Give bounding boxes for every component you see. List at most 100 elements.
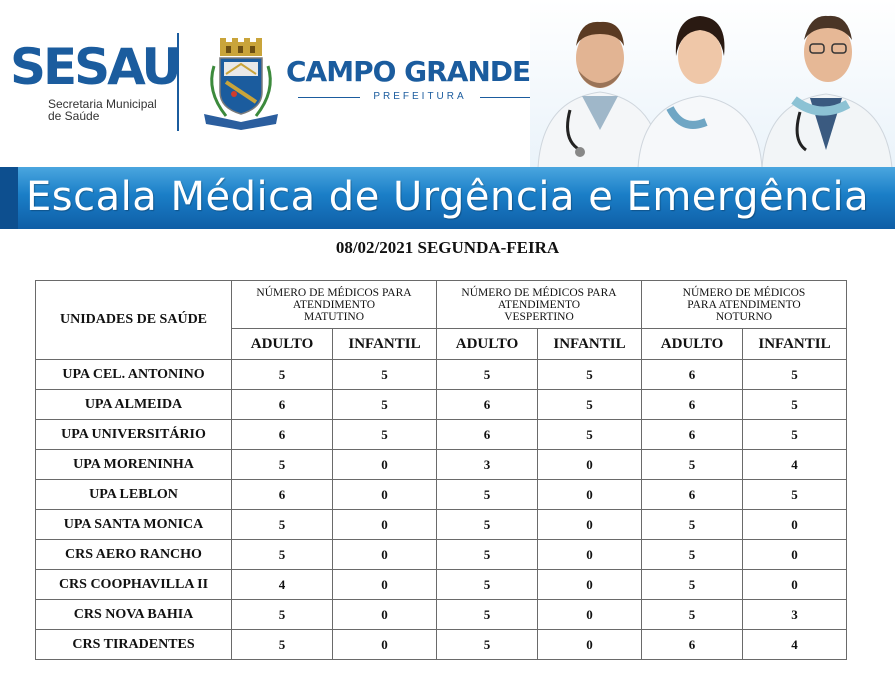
doctor-count-cell: 0 [537, 509, 642, 540]
table-group-header-row: UNIDADES DE SAÚDE NÚMERO DE MÉDICOS PARA… [35, 280, 847, 360]
group-header-line: ATENDIMENTO [497, 298, 581, 311]
group-header-line: MATUTINO [303, 310, 365, 323]
doctor-count-cell: 0 [537, 479, 642, 510]
unit-name-cell: UPA MORENINHA [35, 449, 232, 480]
doctor-count-cell: 5 [436, 539, 538, 570]
doctor-count-cell: 5 [742, 479, 847, 510]
group-header-line: ATENDIMENTO [292, 298, 376, 311]
doctor-count-cell: 5 [537, 359, 642, 390]
group-header-night: NÚMERO DE MÉDICOS PARA ATENDIMENTO NOTUR… [641, 280, 847, 329]
doctor-count-cell: 5 [436, 599, 538, 630]
group-header-line: NÚMERO DE MÉDICOS PARA [256, 286, 412, 299]
doctor-count-cell: 0 [332, 599, 437, 630]
doctor-count-cell: 5 [332, 359, 437, 390]
schedule-date: 08/02/2021 SEGUNDA-FEIRA [335, 238, 560, 257]
title-banner [0, 167, 895, 229]
doctor-count-cell: 3 [436, 449, 538, 480]
doctor-2-figure [637, 16, 763, 168]
table-row: CRS AERO RANCHO 5 0 5 0 5 0 [35, 539, 847, 570]
doctor-count-cell: 5 [332, 419, 437, 450]
doctor-count-cell: 5 [537, 419, 642, 450]
doctor-count-cell: 0 [537, 569, 642, 600]
unit-name-cell: UPA LEBLON [35, 479, 232, 510]
doctor-count-cell: 0 [332, 509, 437, 540]
group-header-line: VESPERTINO [504, 310, 574, 323]
unit-name-cell: UPA ALMEIDA [35, 389, 232, 420]
group-header-afternoon: NÚMERO DE MÉDICOS PARA ATENDIMENTO VESPE… [436, 280, 642, 329]
doctor-count-cell: 5 [231, 359, 333, 390]
doctor-count-cell: 6 [641, 479, 743, 510]
doctor-count-cell: 6 [231, 479, 333, 510]
unit-name-cell: UPA SANTA MONICA [35, 509, 232, 540]
table-row: CRS COOPHAVILLA II 4 0 5 0 5 0 [35, 569, 847, 600]
doctor-count-cell: 0 [537, 599, 642, 630]
doctor-count-cell: 0 [742, 569, 847, 600]
doctor-count-cell: 6 [641, 359, 743, 390]
banner-title: Escala Médica de Urgência e Emergência [26, 174, 870, 220]
city-subtitle-rule-right [480, 97, 542, 98]
doctor-count-cell: 5 [742, 359, 847, 390]
page-header: SESAU Secretaria Municipal de Saúde CAMP… [0, 0, 895, 168]
doctor-count-cell: 6 [641, 629, 743, 660]
doctor-count-cell: 4 [742, 629, 847, 660]
doctor-count-cell: 6 [231, 419, 333, 450]
doctor-count-cell: 0 [332, 449, 437, 480]
doctor-count-cell: 4 [231, 569, 333, 600]
doctor-count-cell: 6 [436, 389, 538, 420]
sesau-subtitle: Secretaria Municipal de Saúde [48, 98, 157, 122]
doctor-count-cell: 0 [537, 539, 642, 570]
doctor-count-cell: 0 [537, 449, 642, 480]
doctor-count-cell: 5 [641, 539, 743, 570]
table-row: UPA LEBLON 6 0 5 0 6 5 [35, 479, 847, 510]
schedule-table: UNIDADES DE SAÚDE NÚMERO DE MÉDICOS PARA… [35, 280, 847, 660]
city-coat-of-arms-icon [204, 38, 278, 130]
doctor-count-cell: 0 [332, 479, 437, 510]
table-row: UPA ALMEIDA 6 5 6 5 6 5 [35, 389, 847, 420]
doctor-count-cell: 0 [332, 539, 437, 570]
table-row: UPA CEL. ANTONINO 5 5 5 5 6 5 [35, 359, 847, 390]
unit-name-cell: UPA UNIVERSITÁRIO [35, 419, 232, 450]
sub-header-adult: ADULTO [231, 328, 333, 360]
unit-name-cell: CRS COOPHAVILLA II [35, 569, 232, 600]
city-title: CAMPO GRANDE [286, 55, 531, 88]
sesau-subtitle-line2: de Saúde [48, 109, 100, 123]
doctor-count-cell: 5 [641, 509, 743, 540]
table-row: UPA MORENINHA 5 0 3 0 5 4 [35, 449, 847, 480]
sub-header-adult: ADULTO [436, 328, 538, 360]
doctor-count-cell: 5 [436, 569, 538, 600]
doctor-count-cell: 3 [742, 599, 847, 630]
doctor-count-cell: 5 [641, 599, 743, 630]
doctor-count-cell: 5 [332, 389, 437, 420]
logo-divider [177, 33, 179, 131]
group-header-morning: NÚMERO DE MÉDICOS PARA ATENDIMENTO MATUT… [231, 280, 437, 329]
unit-column-header: UNIDADES DE SAÚDE [35, 280, 232, 360]
doctor-count-cell: 6 [436, 419, 538, 450]
doctor-3-figure [761, 15, 893, 168]
doctor-count-cell: 5 [436, 509, 538, 540]
table-row: CRS NOVA BAHIA 5 0 5 0 5 3 [35, 599, 847, 630]
doctor-count-cell: 5 [231, 509, 333, 540]
doctor-count-cell: 5 [231, 449, 333, 480]
doctor-count-cell: 6 [231, 389, 333, 420]
sesau-subtitle-line1: Secretaria Municipal [48, 97, 157, 111]
doctor-count-cell: 0 [537, 629, 642, 660]
doctor-count-cell: 6 [641, 389, 743, 420]
sesau-logo: SESAU [10, 38, 182, 96]
doctor-count-cell: 0 [332, 629, 437, 660]
doctor-count-cell: 5 [641, 449, 743, 480]
doctor-count-cell: 5 [436, 629, 538, 660]
unit-name-cell: CRS AERO RANCHO [35, 539, 232, 570]
unit-name-cell: CRS NOVA BAHIA [35, 599, 232, 630]
doctor-count-cell: 5 [231, 539, 333, 570]
city-subtitle: PREFEITURA [373, 91, 467, 102]
group-header-line: NÚMERO DE MÉDICOS PARA [461, 286, 617, 299]
schedule-table-body: UPA CEL. ANTONINO 5 5 5 5 6 5 UPA ALMEIDA 6 5 6 5 6 5… [35, 359, 847, 660]
doctor-count-cell: 5 [436, 479, 538, 510]
doctor-count-cell: 5 [641, 569, 743, 600]
doctor-count-cell: 5 [742, 389, 847, 420]
doctor-count-cell: 0 [332, 569, 437, 600]
doctor-count-cell: 5 [537, 389, 642, 420]
doctor-count-cell: 5 [742, 419, 847, 450]
sub-header-child: INFANTIL [537, 328, 642, 360]
unit-name-cell: CRS TIRADENTES [35, 629, 232, 660]
